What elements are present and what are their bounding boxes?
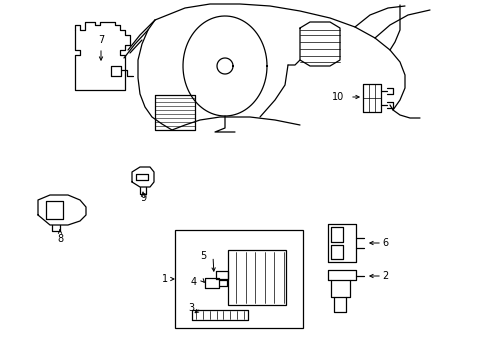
Text: 10: 10 — [331, 92, 344, 102]
Text: 4: 4 — [190, 277, 197, 287]
Text: 5: 5 — [200, 251, 206, 261]
Text: 3: 3 — [187, 303, 194, 314]
Bar — [227, 250, 285, 305]
Bar — [175, 230, 303, 328]
Text: 7: 7 — [98, 35, 104, 45]
Text: 6: 6 — [381, 238, 387, 248]
Text: 2: 2 — [381, 271, 387, 281]
Text: 8: 8 — [57, 234, 63, 244]
Text: 1: 1 — [162, 274, 168, 284]
Text: 9: 9 — [140, 193, 146, 203]
